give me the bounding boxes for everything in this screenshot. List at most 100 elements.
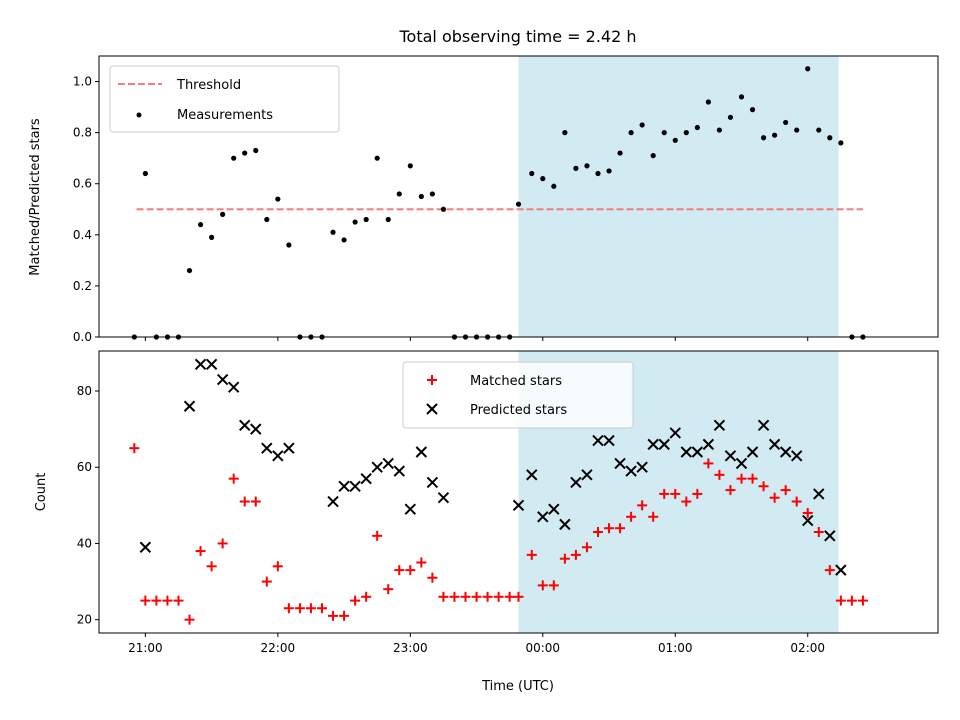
predicted-star-point xyxy=(680,446,693,458)
count-y-ticks: 20 40 60 80 xyxy=(77,384,99,627)
matched-star-point xyxy=(692,488,703,499)
predicted-star-point xyxy=(261,442,273,454)
matched-star-point xyxy=(305,603,316,614)
matched-star-point xyxy=(857,595,868,606)
predicted-star-point xyxy=(393,465,405,477)
measurement-point xyxy=(606,168,612,174)
measurement-point xyxy=(617,150,623,156)
y-tick-label: 0.2 xyxy=(73,279,92,293)
measurement-point xyxy=(363,216,369,223)
count-legend-box xyxy=(402,361,634,429)
measurement-point xyxy=(760,135,767,141)
matched-star-point xyxy=(272,561,283,572)
measurement-point xyxy=(749,107,756,113)
measurement-point xyxy=(672,137,678,143)
measurement-point xyxy=(639,122,645,128)
matched-star-point xyxy=(316,603,327,614)
ratio-plot-frame xyxy=(98,55,939,338)
ratio-points xyxy=(131,66,866,340)
measurement-point xyxy=(352,219,358,225)
matched-star-point xyxy=(328,610,339,621)
predicted-star-point xyxy=(581,469,593,481)
predicted-star-point xyxy=(437,492,450,504)
matched-star-point xyxy=(239,496,250,507)
legend-threshold-label: Threshold xyxy=(176,78,241,93)
matched-star-point xyxy=(460,591,471,602)
measurement-point xyxy=(738,94,745,100)
measurement-point xyxy=(197,222,204,228)
matched-star-point xyxy=(339,610,350,621)
predicted-star-point xyxy=(272,450,284,462)
measurement-point xyxy=(341,237,347,243)
matched-star-point xyxy=(228,473,239,484)
y-tick-label: 40 xyxy=(77,536,92,550)
measurement-point xyxy=(209,234,215,240)
measurement-point xyxy=(440,206,447,212)
y-tick-label: 0.6 xyxy=(73,177,92,191)
matched-star-point xyxy=(813,527,824,538)
predicted-star-point xyxy=(139,541,152,553)
legend-predicted-label: Predicted stars xyxy=(470,403,567,418)
x-tick-label: 01:00 xyxy=(658,641,693,655)
predicted-star-point xyxy=(360,472,372,485)
legend-matched-label: Matched stars xyxy=(470,374,562,389)
matched-star-point xyxy=(758,481,769,492)
measurement-point xyxy=(805,66,811,72)
matched-star-point xyxy=(449,591,460,602)
x-tick-label: 00:00 xyxy=(525,641,560,655)
predicted-star-point xyxy=(227,381,240,393)
predicted-star-point xyxy=(205,358,218,371)
matched-star-point xyxy=(780,485,791,496)
predicted-star-point xyxy=(327,495,339,508)
matched-star-point xyxy=(383,584,394,595)
measurement-point xyxy=(330,229,336,235)
predicted-star-point xyxy=(757,419,770,432)
measurement-point xyxy=(562,130,568,136)
matched-star-point xyxy=(261,576,272,587)
matched-star-point xyxy=(416,557,427,568)
measurement-point xyxy=(683,130,689,136)
ratio-legend: Threshold Measurements xyxy=(109,65,340,133)
measurement-point xyxy=(694,124,700,131)
measurement-point xyxy=(705,99,711,105)
legend-matched-swatch xyxy=(427,375,437,385)
predicted-star-point xyxy=(636,461,648,473)
measurement-point xyxy=(650,153,656,159)
matched-star-point xyxy=(151,595,162,606)
predicted-star-point xyxy=(768,438,781,451)
x-tick-label: 21:00 xyxy=(128,641,163,655)
measurement-point xyxy=(584,163,590,169)
predicted-star-point xyxy=(625,465,637,477)
predicted-star-point xyxy=(746,446,759,458)
measurement-point xyxy=(220,211,226,217)
matched-star-point xyxy=(824,565,835,576)
measurement-point xyxy=(595,170,601,177)
matched-star-point xyxy=(570,549,581,560)
predicted-star-point xyxy=(813,488,825,500)
matched-star-point xyxy=(769,492,780,503)
measurement-point xyxy=(783,119,789,126)
predicted-star-point xyxy=(735,457,748,470)
measurement-point xyxy=(716,127,723,133)
x-tick-label: 22:00 xyxy=(261,641,296,655)
predicted-star-point xyxy=(512,499,525,512)
matched-star-point xyxy=(581,542,592,553)
measurement-point xyxy=(515,201,522,207)
predicted-star-point xyxy=(183,400,196,412)
matched-star-point xyxy=(681,496,692,507)
predicted-star-point xyxy=(216,373,229,386)
matched-star-point xyxy=(604,523,615,534)
matched-star-point xyxy=(537,580,548,591)
measurement-point xyxy=(794,127,800,133)
matched-star-point xyxy=(670,488,681,499)
measurement-point xyxy=(142,170,148,177)
predicted-star-point xyxy=(349,480,361,492)
matched-star-point xyxy=(283,603,294,614)
measurement-point xyxy=(396,191,402,197)
matched-star-point xyxy=(513,591,524,602)
predicted-star-point xyxy=(239,419,251,432)
matched-star-point xyxy=(394,565,405,576)
matched-star-point xyxy=(703,458,714,469)
predicted-star-point xyxy=(835,564,847,576)
measurement-point xyxy=(429,191,435,197)
